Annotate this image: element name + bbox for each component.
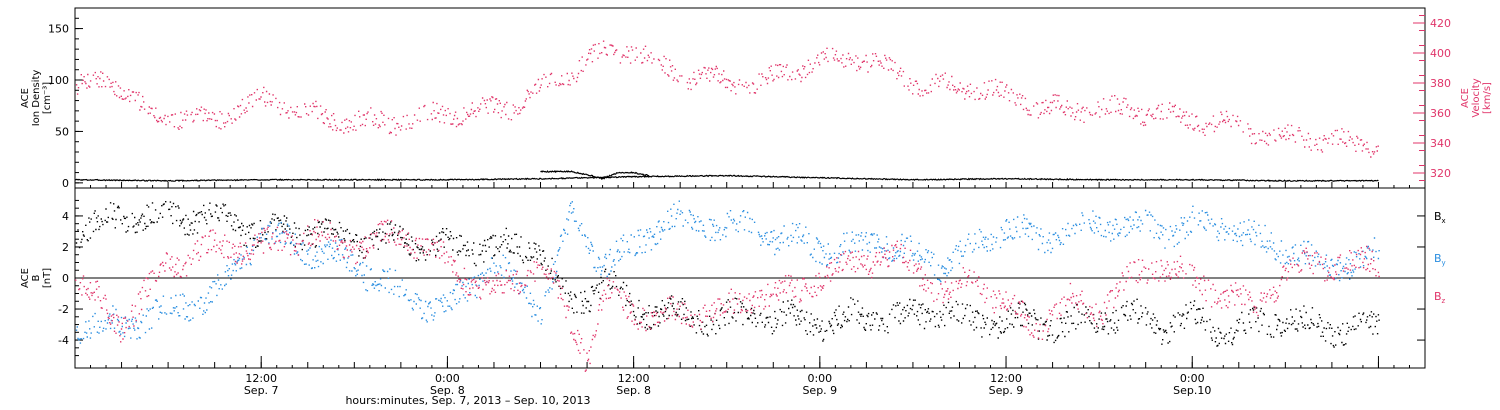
- time-tick-label-3: 12:00: [618, 372, 650, 385]
- top-y2tick-label-5: 420: [1430, 17, 1451, 30]
- legend-by-sub: y: [1442, 259, 1446, 267]
- top-right-ylabel-line-1: Velocity: [1471, 78, 1482, 117]
- by-series: [75, 200, 1380, 344]
- bottom-ytick-label-0: -4: [58, 334, 69, 347]
- top-right-ylabel: ACEVelocity[km/s]: [1460, 78, 1493, 117]
- bottom-ylabel-line-0: ACE: [20, 268, 31, 288]
- top-ytick-label-1: 50: [55, 125, 69, 138]
- time-tick-date-3: Sep. 8: [616, 384, 651, 397]
- time-tick-label-2: 0:00: [435, 372, 460, 385]
- time-tick-label-4: 0:00: [807, 372, 832, 385]
- time-tick-label-5: 12:00: [990, 372, 1022, 385]
- bz-series-points: [75, 219, 1380, 372]
- by-series-points: [75, 200, 1380, 344]
- velocity-series: [75, 40, 1379, 158]
- top-y2tick-label-4: 400: [1430, 47, 1451, 60]
- legend-by: By: [1434, 252, 1446, 267]
- top-y2tick-label-0: 320: [1430, 167, 1451, 180]
- bottom-ytick-label-3: 2: [62, 241, 69, 254]
- top-y2tick-label-2: 360: [1430, 107, 1451, 120]
- top-right-ylabel-line-0: ACE: [1460, 88, 1471, 108]
- bottom-ylabel-line-2: [nT]: [42, 268, 53, 288]
- density-series-peak: [540, 170, 650, 180]
- top-left-ylabel: ACEIon Density[cm⁻³]: [20, 70, 53, 127]
- top-left-ylabel-line-2: [cm⁻³]: [42, 82, 53, 114]
- top-ytick-label-0: 0: [62, 177, 69, 190]
- density-series: [74, 174, 1379, 183]
- top-ytick-label-2: 100: [48, 74, 69, 87]
- time-tick-date-4: Sep. 9: [802, 384, 837, 397]
- top-left-ylabel-line-0: ACE: [20, 88, 31, 108]
- legend-bx-sub: x: [1442, 217, 1446, 225]
- bottom-ytick-label-1: -2: [58, 303, 69, 316]
- top-panel-frame: [74, 7, 1426, 189]
- bottom-ylabel: ACEB[nT]: [20, 268, 53, 288]
- bz-series: [75, 219, 1380, 372]
- time-tick-label-1: 12:00: [245, 372, 277, 385]
- top-right-ylabel-line-2: [km/s]: [1482, 82, 1493, 114]
- time-tick-date-2: Sep. 8: [430, 384, 465, 397]
- top-y2tick-label-1: 340: [1430, 137, 1451, 150]
- x-axis-label: hours:minutes, Sep. 7, 2013 – Sep. 10, 2…: [345, 394, 590, 407]
- bottom-ylabel-line-1: B: [31, 274, 42, 281]
- bx-series-points: [75, 201, 1380, 348]
- time-tick-date-6: Sep.10: [1173, 384, 1211, 397]
- velocity-series-points: [75, 40, 1379, 158]
- legend-bx: Bx: [1434, 210, 1446, 225]
- time-tick-date-5: Sep. 9: [989, 384, 1024, 397]
- time-tick-label-6: 0:00: [1180, 372, 1205, 385]
- legend-bz: Bz: [1434, 290, 1446, 305]
- top-ytick-label-3: 150: [48, 23, 69, 36]
- top-y2tick-label-3: 380: [1430, 77, 1451, 90]
- bx-series: [75, 201, 1380, 348]
- bottom-ytick-label-4: 4: [62, 210, 69, 223]
- legend-bz-sub: z: [1442, 297, 1446, 305]
- top-left-ylabel-line-1: Ion Density: [31, 70, 42, 127]
- bottom-ytick-label-2: 0: [62, 272, 69, 285]
- time-tick-date-1: Sep. 7: [244, 384, 279, 397]
